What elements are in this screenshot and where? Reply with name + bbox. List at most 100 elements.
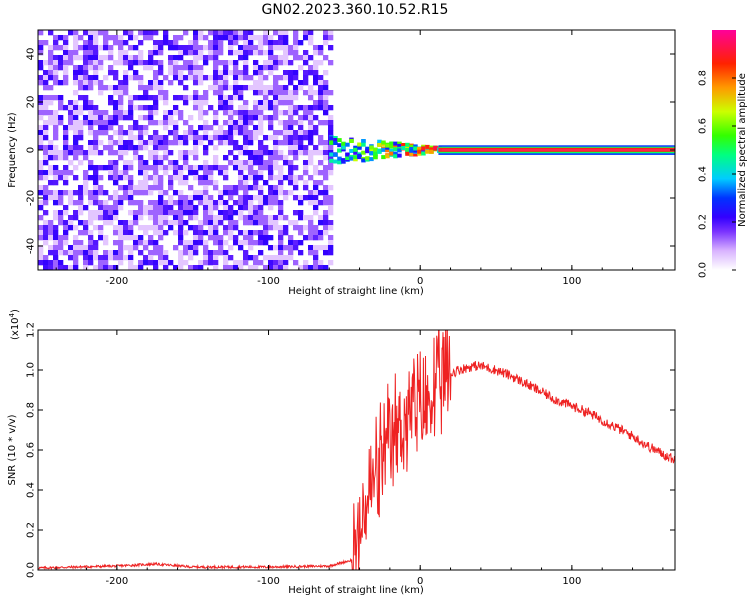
heatmap-cell <box>323 155 329 161</box>
heatmap-cell <box>73 70 79 76</box>
heatmap-cell <box>83 105 89 111</box>
heatmap-cell <box>293 245 299 251</box>
heatmap-cell <box>108 150 114 156</box>
heatmap-cell <box>153 150 159 156</box>
heatmap-cell <box>88 100 94 106</box>
heatmap-cell <box>103 255 109 261</box>
heatmap-cell <box>183 245 189 251</box>
heatmap-cell <box>278 95 284 101</box>
heatmap-cell <box>108 145 114 151</box>
heatmap-cell <box>278 35 284 41</box>
heatmap-cell <box>78 195 84 201</box>
heatmap-cell <box>118 125 124 131</box>
colorbar-tick-label: 0.6 <box>698 118 709 134</box>
heatmap-cell <box>243 240 249 246</box>
heatmap-cell <box>303 35 309 41</box>
heatmap-cell <box>258 100 264 106</box>
heatmap-cell <box>353 155 358 160</box>
heatmap-cell <box>218 40 224 46</box>
heatmap-cell <box>48 235 54 241</box>
heatmap-cell <box>203 205 209 211</box>
heatmap-cell <box>163 205 169 211</box>
heatmap-cell <box>198 65 204 71</box>
heatmap-cell <box>223 265 229 270</box>
heatmap-cell <box>323 85 329 91</box>
heatmap-cell <box>318 180 324 186</box>
heatmap-cell <box>273 55 279 61</box>
heatmap-cell <box>293 35 299 41</box>
heatmap-cell <box>118 145 124 151</box>
heatmap-cell <box>243 175 249 181</box>
heatmap-cell <box>138 190 144 196</box>
heatmap-cell <box>73 75 79 81</box>
heatmap-cell <box>153 85 159 91</box>
heatmap-cell <box>188 150 194 156</box>
heatmap-cell <box>308 115 314 121</box>
heatmap-cell <box>158 245 164 251</box>
heatmap-cell <box>258 230 264 236</box>
heatmap-cell <box>148 225 154 231</box>
heatmap-cell <box>118 35 124 41</box>
heatmap-cell <box>68 265 74 270</box>
heatmap-cell <box>78 85 84 91</box>
heatmap-cell <box>228 35 234 41</box>
heatmap-cell <box>238 95 244 101</box>
heatmap-cell <box>228 60 234 66</box>
heatmap-cell <box>288 70 294 76</box>
heatmap-cell <box>168 120 174 126</box>
heatmap-cell <box>323 30 329 36</box>
heatmap-cell <box>83 50 89 56</box>
heatmap-cell <box>163 30 169 36</box>
heatmap-cell <box>233 200 239 206</box>
heatmap-cell <box>233 145 239 151</box>
heatmap-cell <box>243 190 249 196</box>
heatmap-cell <box>263 65 269 71</box>
heatmap-cell <box>218 215 224 221</box>
heatmap-cell <box>138 115 144 121</box>
heatmap-cell <box>208 140 214 146</box>
heatmap-cell <box>308 215 314 221</box>
heatmap-cell <box>188 125 194 131</box>
heatmap-cell <box>223 65 229 71</box>
heatmap-cell <box>238 175 244 181</box>
heatmap-cell <box>293 145 299 151</box>
heatmap-cell <box>293 180 299 186</box>
heatmap-cell <box>83 190 89 196</box>
heatmap-cell <box>253 230 259 236</box>
heatmap-cell <box>88 75 94 81</box>
snr-series-line <box>38 330 675 570</box>
heatmap-cell <box>303 75 309 81</box>
heatmap-cell <box>58 190 64 196</box>
heatmap-cell <box>213 255 219 261</box>
heatmap-cell <box>113 40 119 46</box>
heatmap-cell <box>53 175 59 181</box>
heatmap-cell <box>258 40 264 46</box>
heatmap-cell <box>178 205 184 211</box>
heatmap-cell <box>223 185 229 191</box>
heatmap-cell <box>203 260 209 266</box>
heatmap-cell <box>123 110 129 116</box>
heatmap-cell <box>288 190 294 196</box>
heatmap-cell <box>73 245 79 251</box>
heatmap-cell <box>243 55 249 61</box>
heatmap-cell <box>83 60 89 66</box>
heatmap-cell <box>113 240 119 246</box>
heatmap-cell <box>83 65 89 71</box>
heatmap-cell <box>48 145 54 151</box>
svg-text:(x104): (x104) <box>8 309 21 340</box>
heatmap-cell <box>193 140 199 146</box>
heatmap-cell <box>328 155 334 161</box>
heatmap-cell <box>193 70 199 76</box>
heatmap-cell <box>38 165 44 171</box>
heatmap-cell <box>163 145 169 151</box>
heatmap-cell <box>63 210 69 216</box>
snr-line-layer <box>38 330 675 570</box>
heatmap-cell <box>178 170 184 176</box>
heatmap-cell <box>278 165 284 171</box>
heatmap-cell <box>228 50 234 56</box>
heatmap-cell <box>253 240 259 246</box>
heatmap-cell <box>278 250 284 256</box>
heatmap-cell <box>218 80 224 86</box>
heatmap-cell <box>353 145 358 150</box>
heatmap-cell <box>78 190 84 196</box>
